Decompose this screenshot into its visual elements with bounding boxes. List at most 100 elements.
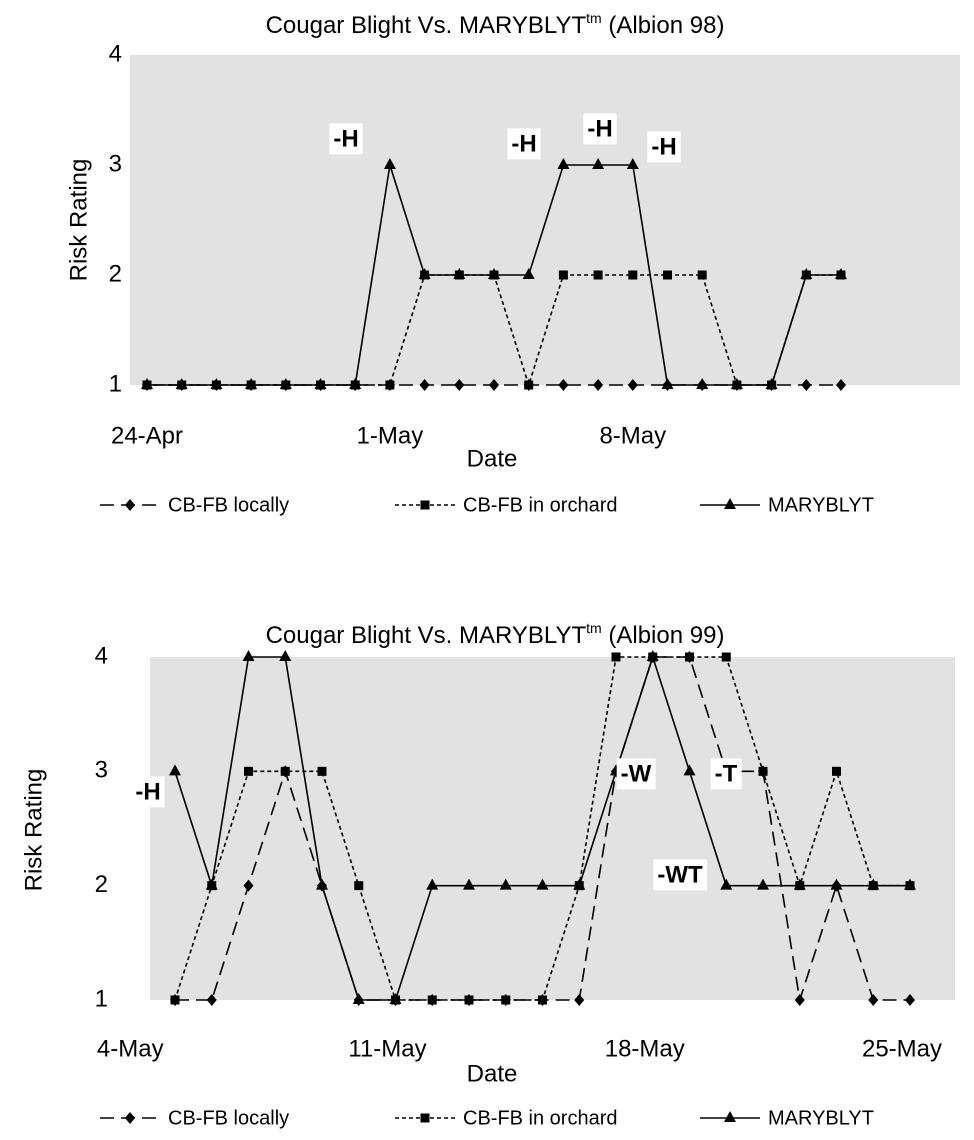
- marker: [593, 379, 604, 391]
- title-part: Cougar Blight Vs. MARYBLYT: [266, 622, 587, 649]
- annotation-box: [647, 131, 681, 163]
- marker: [663, 270, 672, 280]
- marker: [244, 766, 253, 776]
- legend-label: MARYBLYT: [768, 1107, 874, 1129]
- marker: [245, 378, 258, 389]
- marker: [453, 268, 466, 279]
- marker: [389, 993, 402, 1004]
- marker: [418, 268, 431, 279]
- marker: [758, 766, 768, 776]
- marker: [868, 994, 879, 1006]
- marker: [536, 878, 549, 890]
- marker: [280, 766, 290, 776]
- annotation-box: [329, 123, 363, 155]
- marker: [611, 652, 621, 662]
- marker: [867, 878, 880, 890]
- marker: [793, 878, 806, 890]
- marker: [205, 878, 218, 890]
- marker: [794, 994, 805, 1006]
- marker: [558, 379, 569, 391]
- marker: [170, 995, 180, 1005]
- marker: [349, 378, 362, 389]
- marker: [574, 994, 585, 1006]
- marker: [646, 650, 659, 661]
- marker: [628, 270, 638, 280]
- marker: [627, 379, 638, 391]
- marker: [904, 878, 916, 890]
- marker: [242, 650, 255, 661]
- y-tick-label: 1: [109, 370, 122, 397]
- legend-label: MARYBLYT: [768, 494, 874, 516]
- marker: [419, 379, 430, 391]
- y-tick-label: 4: [109, 40, 122, 67]
- marker: [243, 879, 254, 892]
- marker: [279, 650, 292, 661]
- marker: [721, 652, 731, 662]
- x-axis-label: Date: [467, 1060, 518, 1087]
- annotation: -WT: [657, 861, 703, 888]
- plot-area: [150, 657, 955, 1000]
- x-tick-label: 8-May: [599, 422, 666, 449]
- plot-area: [130, 55, 960, 385]
- legend-marker: [125, 499, 135, 511]
- marker: [661, 378, 674, 389]
- annotation: -T: [715, 760, 738, 787]
- marker: [835, 268, 847, 279]
- marker: [626, 158, 639, 169]
- legend-marker: [724, 1111, 736, 1122]
- title-part: (Albion 99): [602, 622, 725, 649]
- marker: [697, 270, 707, 280]
- annotation-box: [616, 758, 656, 790]
- legend-marker: [724, 498, 736, 509]
- annotation-box: [507, 128, 541, 160]
- marker: [832, 766, 841, 776]
- annotation: -H: [651, 133, 676, 160]
- marker: [558, 270, 568, 280]
- title-part: Cougar Blight Vs. MARYBLYT: [266, 12, 587, 39]
- marker: [354, 881, 364, 891]
- annotation: -H: [135, 778, 160, 805]
- legend-label: CB-FB locally: [168, 494, 289, 516]
- annotation: -H: [511, 130, 536, 157]
- annotation-box: [131, 776, 165, 808]
- marker: [427, 995, 437, 1005]
- annotation: -H: [587, 115, 612, 142]
- marker: [317, 766, 327, 776]
- marker: [316, 878, 328, 890]
- marker: [830, 878, 843, 890]
- x-tick-label: 11-May: [348, 1035, 426, 1062]
- annotation-box: [583, 113, 617, 145]
- marker: [454, 379, 465, 391]
- legend-marker: [420, 1113, 430, 1123]
- y-tick-label: 1: [95, 985, 108, 1012]
- y-tick-label: 4: [95, 642, 108, 669]
- marker: [206, 994, 217, 1006]
- title-part: tm: [586, 620, 602, 636]
- marker: [592, 158, 605, 169]
- marker: [683, 764, 696, 776]
- marker: [696, 378, 709, 389]
- chart: Cougar Blight Vs. MARYBLYTtm (Albion 99)…: [20, 620, 955, 1129]
- marker: [463, 878, 475, 890]
- marker: [522, 268, 535, 279]
- marker: [836, 379, 846, 391]
- legend-label: CB-FB locally: [168, 1107, 289, 1129]
- y-axis-label: Risk Rating: [65, 159, 92, 282]
- marker: [557, 158, 570, 169]
- y-tick-label: 3: [109, 150, 122, 177]
- marker: [488, 268, 500, 279]
- annotation: -H: [333, 125, 358, 152]
- marker: [499, 878, 512, 890]
- marker: [801, 379, 812, 391]
- marker: [385, 380, 395, 390]
- chart: Cougar Blight Vs. MARYBLYTtm (Albion 98)…: [65, 10, 960, 516]
- annotation: -W: [621, 760, 652, 787]
- y-axis-label: Risk Rating: [20, 769, 47, 892]
- marker: [426, 878, 439, 890]
- x-tick-label: 4-May: [97, 1035, 164, 1062]
- y-tick-label: 3: [95, 757, 108, 784]
- marker: [538, 995, 547, 1005]
- legend-marker: [420, 500, 430, 510]
- legend-label: CB-FB in orchard: [463, 494, 618, 516]
